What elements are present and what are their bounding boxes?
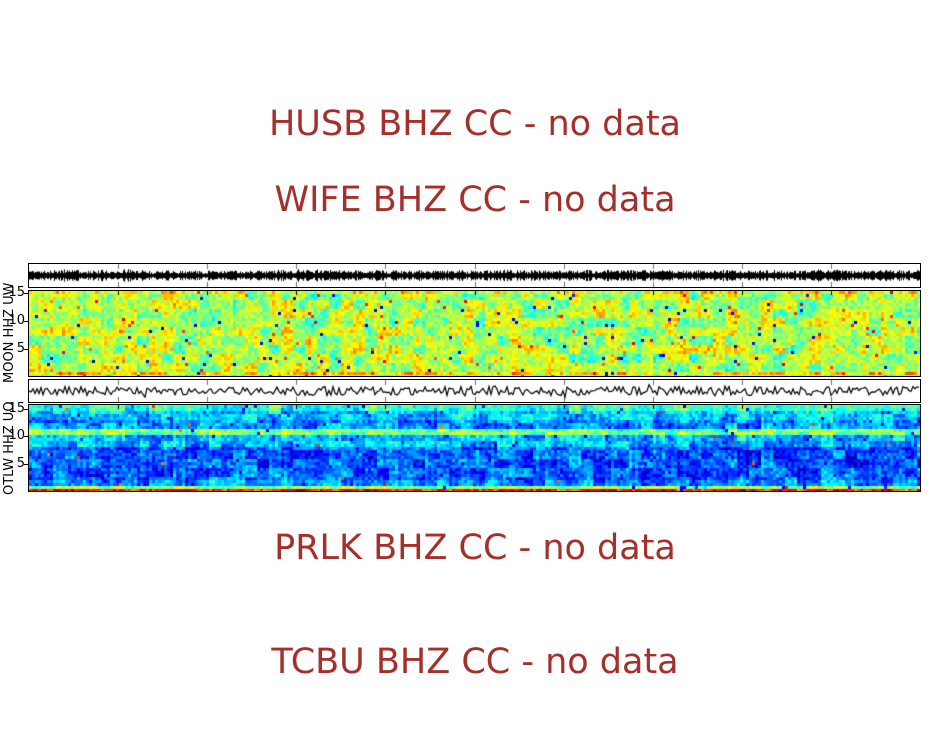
freq-tick-mark <box>24 321 28 322</box>
freq-tick-label: 5 <box>16 341 25 356</box>
moon-spectrogram-plot[interactable] <box>29 291 920 376</box>
no-data-title-prlk: PRLK BHZ CC - no data <box>274 528 676 568</box>
freq-tick-label: 10 <box>8 428 25 443</box>
otlw-trace-axes <box>28 379 921 403</box>
moon-waveform-plot[interactable] <box>29 264 920 287</box>
freq-tick-label: 5 <box>16 456 25 471</box>
otlw-spectrogram-axes <box>28 404 921 492</box>
freq-tick-mark <box>24 349 28 350</box>
freq-tick-mark <box>24 293 28 294</box>
freq-tick-label: 10 <box>8 313 25 328</box>
freq-tick-label: 15 <box>8 401 25 416</box>
freq-tick-mark <box>24 436 28 437</box>
otlw-spectrogram-plot[interactable] <box>29 405 920 491</box>
freq-tick-mark <box>24 464 28 465</box>
otlw-waveform-plot[interactable] <box>29 380 920 402</box>
no-data-title-husb: HUSB BHZ CC - no data <box>268 104 682 144</box>
no-data-title-wife: WIFE BHZ CC - no data <box>274 180 676 220</box>
moon-trace-axes <box>28 263 921 288</box>
freq-tick-label: 15 <box>8 285 25 300</box>
freq-tick-mark <box>24 409 28 410</box>
no-data-title-tcbu: TCBU BHZ CC - no data <box>271 642 679 682</box>
moon-spectrogram-axes <box>28 290 921 377</box>
